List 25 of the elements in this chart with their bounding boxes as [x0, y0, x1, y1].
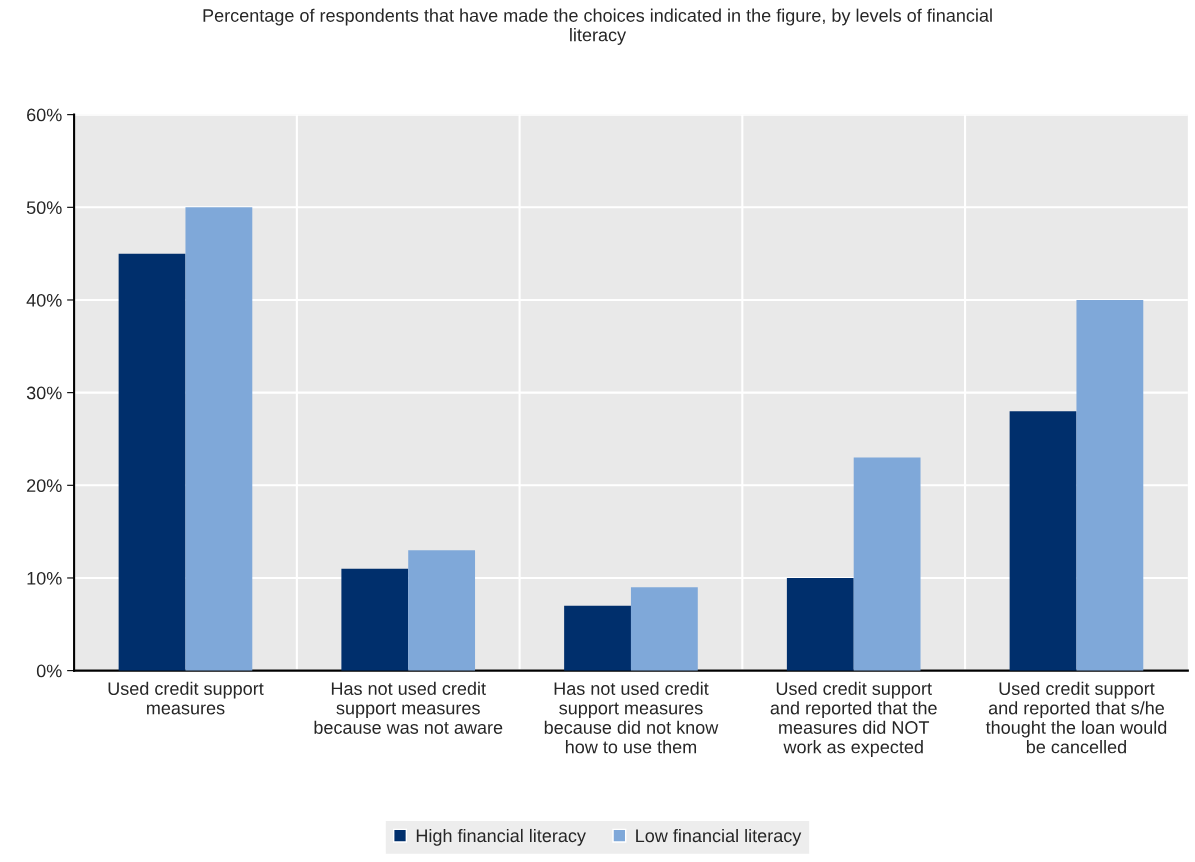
y-tick-label: 40%: [26, 293, 62, 307]
bar: [118, 253, 186, 671]
bar: [1009, 411, 1077, 671]
chart-title: Percentage of respondents that have made the choices indicated in the figure, by levels of financial literacy: [203, 8, 992, 45]
bar: [786, 577, 854, 671]
y-tick-label: 30%: [26, 386, 62, 400]
y-tick-label: 20%: [27, 479, 62, 493]
bar: [185, 207, 253, 671]
y-tick-label: 0%: [36, 664, 62, 678]
bar: [408, 550, 476, 671]
bar: [630, 587, 698, 671]
y-tick-label: 50%: [26, 201, 62, 215]
x-tick-label: Used credit support and reported that the measures did NOT work as expected: [770, 681, 937, 757]
legend-label: High financial literacy: [416, 828, 586, 846]
y-tick-label: 10%: [27, 571, 62, 585]
bar: [564, 605, 631, 671]
bar: [853, 457, 921, 671]
bar: [1076, 299, 1144, 671]
x-tick-label: Has not used credit support measures because was not aware: [314, 681, 503, 734]
bar: [341, 568, 409, 671]
x-tick-label: Used credit support and reported that s/he thought the loan would be cancelled: [985, 681, 1167, 754]
x-tick-label: Used credit support measures: [108, 681, 264, 715]
legend-label: Low financial literacy: [636, 828, 802, 846]
y-tick-label: 60%: [27, 108, 62, 122]
x-tick-label: Has not used credit support measures because did not know how to use them: [544, 681, 719, 754]
